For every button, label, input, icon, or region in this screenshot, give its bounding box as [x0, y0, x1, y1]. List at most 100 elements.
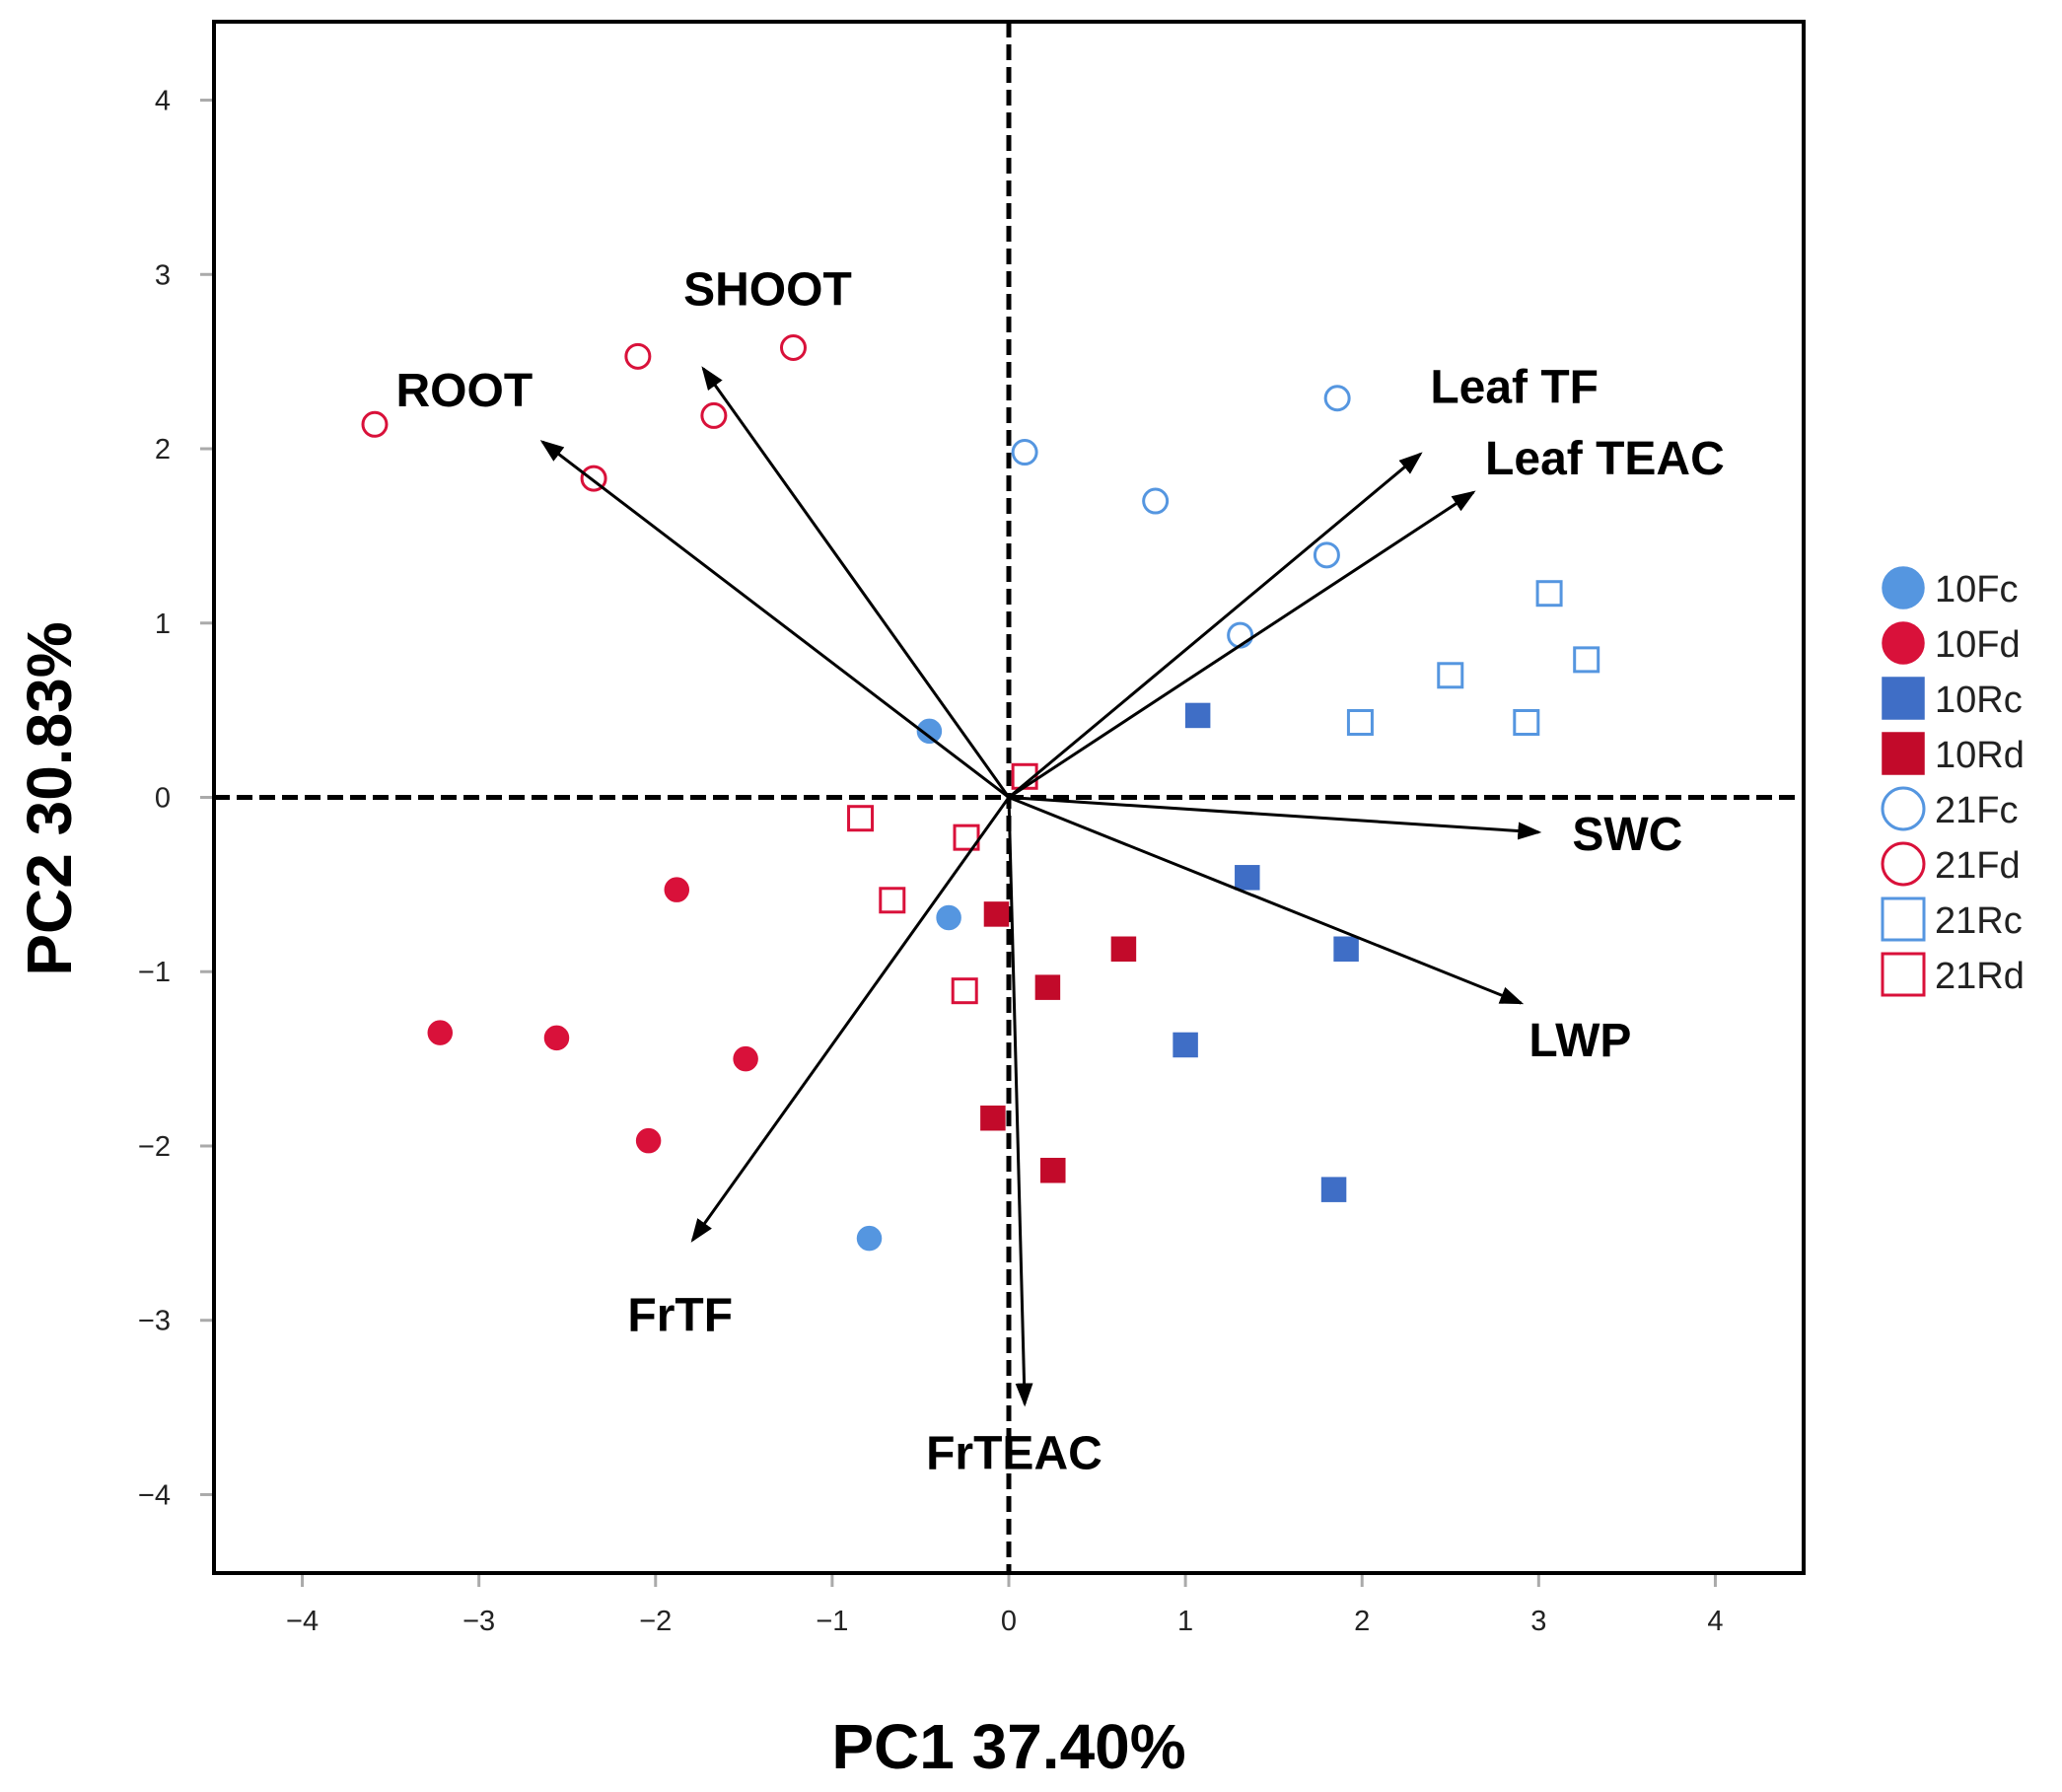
data-point-21Fd	[779, 334, 807, 362]
loading-label: SWC	[1572, 809, 1682, 861]
x-tick-label: −1	[816, 1606, 848, 1637]
y-tick-label: 1	[155, 609, 171, 640]
data-point-10Rd	[983, 901, 1010, 927]
y-tick-label: −4	[138, 1479, 171, 1511]
data-point-10Fc	[916, 718, 943, 745]
data-point-10Fd	[427, 1020, 454, 1045]
loading-arrow	[1008, 796, 1525, 1005]
data-point-10Rc	[1320, 1177, 1347, 1202]
series-21Fc	[1011, 385, 1351, 649]
data-point-21Fd	[361, 410, 389, 438]
loading-arrow	[1008, 490, 1476, 799]
x-axis-title: PC1 37.40%	[831, 1711, 1185, 1782]
legend-item-21Rc: 21Rc	[1881, 896, 2023, 942]
data-point-10Fd	[733, 1045, 758, 1072]
loading-arrow	[701, 366, 1011, 799]
x-tick-label: 1	[1177, 1606, 1193, 1637]
data-point-10Rc	[1184, 702, 1211, 729]
loading-arrow	[1008, 796, 1542, 840]
legend-item-10Rd: 10Rd	[1882, 732, 2025, 776]
legend-item-10Rc: 10Rc	[1882, 677, 2023, 721]
legend-label: 10Rc	[1935, 680, 2023, 721]
data-point-21Fc	[1313, 541, 1340, 569]
data-point-10Fc	[936, 904, 961, 931]
data-point-21Rd	[847, 805, 875, 832]
y-tick-label: 3	[155, 259, 171, 291]
loading-swc: SWC	[1008, 796, 1682, 861]
legend-marker	[1881, 841, 1926, 887]
loading-label: FrTEAC	[926, 1428, 1102, 1480]
legend-item-21Fc: 21Fc	[1881, 786, 2018, 831]
legend-label: 10Rd	[1935, 735, 2025, 776]
legend-label: 21Fd	[1935, 845, 2021, 887]
data-point-21Fd	[700, 401, 728, 429]
legend-marker	[1882, 566, 1925, 609]
loading-frtf: FrTF	[627, 796, 1011, 1341]
data-point-21Rd	[879, 887, 906, 914]
legend-marker	[1882, 621, 1925, 665]
loading-frteac: FrTEAC	[926, 797, 1102, 1480]
legend-marker	[1881, 786, 1926, 831]
data-point-21Rc	[1346, 709, 1374, 737]
legend-item-21Rd: 21Rd	[1881, 952, 2025, 997]
loading-leaf-tf: Leaf TF	[1008, 361, 1599, 799]
data-point-21Fd	[624, 342, 652, 370]
legend-marker	[1881, 952, 1926, 997]
data-point-21Rd	[951, 977, 978, 1005]
y-axis-title: PC2 30.83%	[14, 621, 85, 975]
series-10Rd	[980, 901, 1137, 1183]
data-point-21Fc	[1142, 487, 1170, 515]
loading-label: FrTF	[627, 1289, 733, 1341]
loading-root: ROOT	[395, 365, 1010, 799]
loading-leaf-teac: Leaf TEAC	[1008, 433, 1725, 799]
series-21Rc	[1346, 580, 1600, 737]
y-tick-label: −3	[138, 1306, 171, 1337]
legend-marker	[1882, 732, 1925, 775]
data-point-21Fc	[1227, 621, 1254, 649]
y-tick-label: 2	[155, 434, 171, 466]
loading-label: Leaf TF	[1430, 361, 1599, 413]
data-point-10Fd	[543, 1025, 570, 1051]
x-tick-label: 4	[1707, 1606, 1723, 1637]
data-point-10Rd	[980, 1105, 1006, 1131]
x-tick-label: −2	[639, 1606, 672, 1637]
data-point-10Rc	[1333, 936, 1359, 963]
loading-label: SHOOT	[683, 264, 852, 317]
loading-arrow	[539, 440, 1010, 799]
loading-label: Leaf TEAC	[1485, 433, 1725, 485]
data-point-10Rd	[1040, 1157, 1066, 1183]
y-tick-label: −2	[138, 1131, 171, 1163]
data-point-10Fd	[635, 1127, 662, 1154]
data-point-21Rc	[1573, 646, 1600, 674]
legend-label: 21Fc	[1935, 790, 2018, 831]
series-21Fd	[361, 334, 807, 492]
loading-label: LWP	[1529, 1015, 1631, 1067]
data-point-21Rc	[1513, 709, 1540, 737]
legend: 10Fc 10Fd 10Rc 10Rd 21Fc 21Fd 21Rc 21Rd	[1881, 566, 2025, 997]
x-tick-label: −4	[286, 1606, 319, 1637]
loading-shoot: SHOOT	[683, 264, 1011, 799]
legend-marker	[1881, 896, 1926, 942]
data-point-10Rc	[1235, 865, 1260, 891]
data-point-10Rd	[1110, 936, 1137, 963]
data-point-10Rd	[1034, 974, 1061, 1000]
data-point-21Fc	[1011, 439, 1038, 466]
legend-label: 10Fc	[1935, 569, 2018, 610]
data-point-21Rc	[1437, 662, 1464, 689]
data-point-10Rc	[1173, 1032, 1198, 1058]
legend-item-10Fd: 10Fd	[1882, 621, 2021, 666]
legend-label: 21Rc	[1935, 900, 2023, 942]
legend-label: 21Rd	[1935, 956, 2025, 997]
data-point-10Fc	[856, 1225, 883, 1252]
y-tick-label: 4	[155, 86, 171, 117]
legend-item-10Fc: 10Fc	[1882, 566, 2018, 610]
series-10Fd	[427, 877, 758, 1154]
x-tick-label: 3	[1530, 1606, 1546, 1637]
loading-arrow	[1008, 452, 1423, 799]
loading-label: ROOT	[395, 365, 533, 417]
legend-marker	[1882, 677, 1925, 720]
loading-lwp: LWP	[1008, 796, 1631, 1067]
x-tick-label: −3	[462, 1606, 495, 1637]
loading-arrow	[1007, 797, 1033, 1407]
